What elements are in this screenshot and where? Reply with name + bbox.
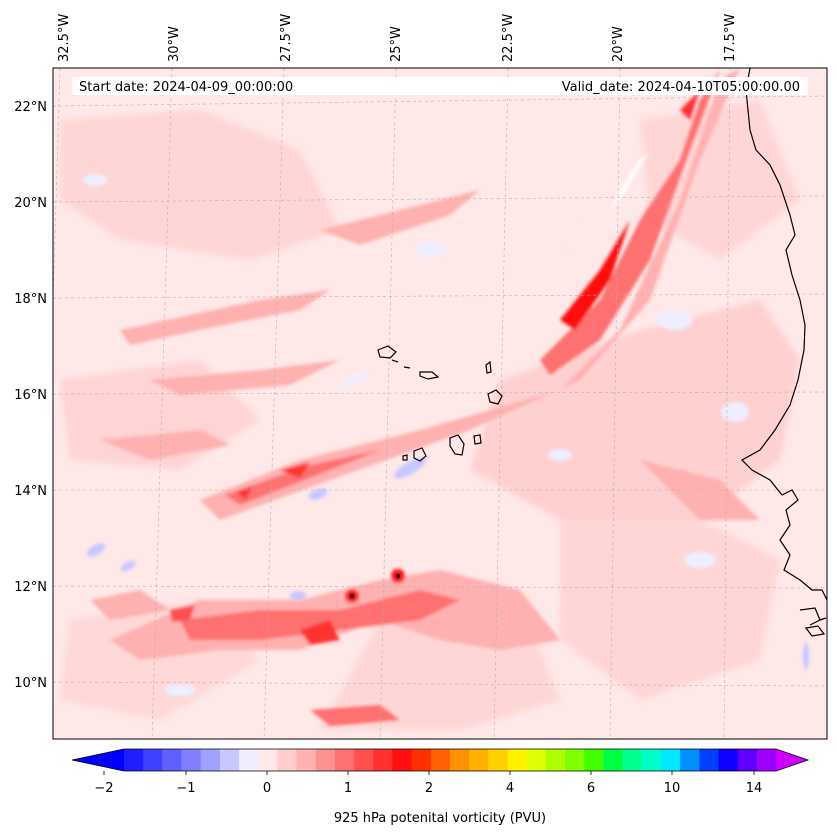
colorbar-tick-label: 4 [506,781,514,796]
colorbar-cells [124,749,777,771]
lat-label: 10°N [14,676,47,691]
colorbar-cell [277,749,297,771]
colorbar-cell [641,749,662,771]
colorbar-extend-min [72,749,124,771]
colorbar-cell [680,749,700,771]
colorbar-cell [584,749,604,771]
cape-verde-islands [377,345,503,462]
colorbar-cell [507,749,528,771]
colorbar-cell [315,749,336,771]
lon-label: 25°W [389,26,404,62]
colorbar: −2 −1 0 1 2 4 6 10 14 925 hPa potenital … [71,748,810,826]
colorbar-tick-label: −2 [94,781,113,796]
colorbar-cell [143,749,163,771]
colorbar-cell [354,749,374,771]
lon-label: 22.5°W [501,14,516,62]
lat-label: 12°N [14,580,47,595]
pv-main-band [200,68,740,520]
colorbar-cell [660,749,681,771]
colorbar-cell [545,749,566,771]
pv-negative-patches [83,174,809,696]
african-coastline [741,68,827,637]
colorbar-cell [488,749,508,771]
colorbar-cell [219,749,240,771]
colorbar-tick-label: 14 [746,781,763,796]
lon-label: 32.5°W [57,14,72,62]
colorbar-cell [334,749,355,771]
lon-label: 17.5°W [723,14,738,62]
colorbar-cell [392,749,413,771]
colorbar-cell [603,749,623,771]
colorbar-cell [296,749,317,771]
colorbar-cell [565,749,585,771]
longitude-labels: 32.5°W 30°W 27.5°W 25°W 22.5°W 20°W 17.5… [57,14,738,62]
lat-label: 22°N [14,100,47,115]
colorbar-cell [373,749,393,771]
colorbar-outline [71,748,810,772]
colorbar-cell [622,749,643,771]
colorbar-cell [200,749,221,771]
colorbar-cell [737,749,758,771]
pv-center-dot [350,594,354,598]
colorbar-tick-label: 2 [425,781,433,796]
colorbar-cell [258,749,278,771]
colorbar-cell [699,749,719,771]
map-frame [52,67,828,740]
colorbar-tick-label: 10 [664,781,681,796]
colorbar-cell [181,749,202,771]
start-date-label: Start date: 2024-04-09_00:00:00 [79,80,293,95]
colorbar-cell [469,749,489,771]
colorbar-extend-max [776,749,808,771]
colorbar-title: 925 hPa potenital vorticity (PVU) [334,811,546,826]
pv-southern-band [110,569,560,726]
colorbar-ticks [103,771,755,775]
pv-center-dot [396,574,400,578]
valid-date-label: Valid_date: 2024-04-10T05:00:00.00 [562,80,800,95]
info-banner [72,77,808,95]
colorbar-cell [756,749,777,771]
colorbar-cell [450,749,470,771]
colorbar-cell [526,749,547,771]
graticule [53,68,827,739]
colorbar-cell [411,749,432,771]
colorbar-tick-label: 6 [587,781,595,796]
lon-label: 20°W [611,26,626,62]
lat-label: 18°N [14,292,47,307]
pv-streaks [90,190,760,620]
colorbar-tick-label: 0 [263,781,271,796]
lat-label: 14°N [14,484,47,499]
colorbar-cell [124,749,144,771]
lat-label: 16°N [14,388,47,403]
colorbar-tick-label: 1 [344,781,352,796]
colorbar-cell [239,749,259,771]
colorbar-cell [430,749,451,771]
lat-label: 20°N [14,196,47,211]
lon-label: 30°W [167,26,182,62]
latitude-labels: 22°N 20°N 18°N 16°N 14°N 12°N 10°N [14,100,47,691]
pv-field [53,68,827,739]
colorbar-cell [162,749,182,771]
colorbar-cell [718,749,739,771]
lon-label: 27.5°W [279,14,294,62]
colorbar-tick-label: −1 [176,781,195,796]
